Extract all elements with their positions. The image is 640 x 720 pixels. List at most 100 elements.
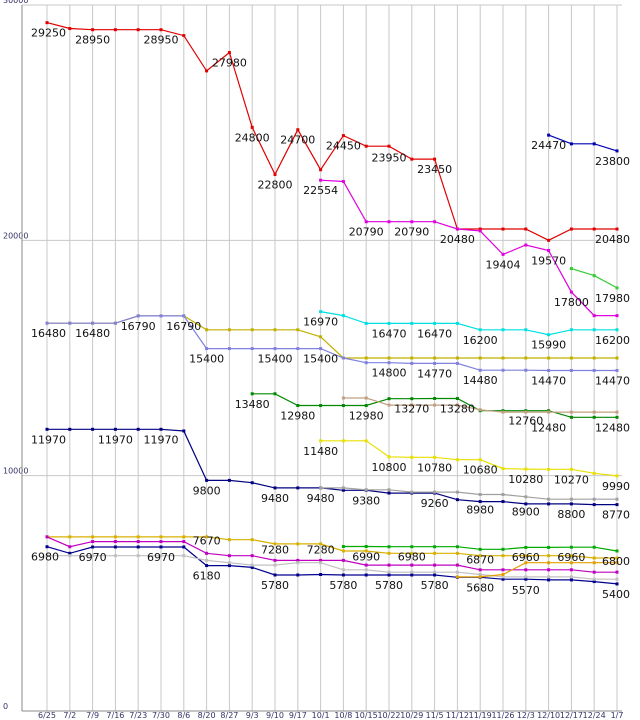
data-point [341,486,345,490]
data-point [364,568,368,572]
data-point [182,34,186,38]
data-point [319,561,323,565]
x-tick-label: 12/17 [560,711,583,720]
data-point [136,545,140,549]
data-point [433,563,437,567]
data-point [455,403,459,407]
data-label: 12480 [595,421,630,434]
data-point [68,27,72,31]
data-point [182,535,186,539]
data-label: 9480 [307,492,335,505]
series-17 [455,561,619,579]
data-point [410,551,414,555]
x-tick-label: 8/6 [177,711,190,720]
data-point [478,568,482,572]
data-label: 6960 [557,551,585,564]
data-label: 16970 [303,316,338,329]
data-point [524,575,528,579]
data-point [433,321,437,325]
data-point [182,545,186,549]
data-point [569,561,573,565]
data-point [273,172,277,176]
data-point [524,328,528,332]
data-point [296,542,300,546]
data-point [364,321,368,325]
data-point [569,502,573,506]
x-tick-label: 12/3 [517,711,535,720]
data-point [205,551,209,555]
data-label: 6970 [79,551,107,564]
data-label: 5570 [512,584,540,597]
data-point [410,361,414,365]
data-point [524,410,528,414]
data-label: 5780 [375,579,403,592]
data-point [68,535,72,539]
x-tick-label: 10/15 [355,711,378,720]
data-point [205,535,209,539]
data-label: 24470 [531,139,566,152]
data-point [341,439,345,443]
data-label: 11480 [303,445,338,458]
data-point [524,356,528,360]
data-label: 11970 [98,433,133,446]
data-label: 6980 [398,551,426,564]
data-point [319,439,323,443]
data-point [433,490,437,494]
data-point [501,252,505,256]
data-point [182,314,186,318]
data-point [455,356,459,360]
data-point [91,28,95,32]
data-point [592,314,596,318]
data-point [547,410,551,414]
data-point [364,545,368,549]
data-point [615,314,619,318]
data-point [433,396,437,400]
data-label: 24800 [235,131,270,144]
data-point [455,361,459,365]
data-point [592,227,596,231]
chart-data-labels: 29250 28950 28950 27980 24800 22800 24700 24450… [31,27,630,601]
data-point [478,356,482,360]
data-point [341,568,345,572]
x-tick-label: 7/23 [129,711,147,720]
data-point [569,368,573,372]
x-tick-label: 8/20 [198,711,216,720]
data-label: 12760 [508,415,543,428]
data-point [615,577,619,581]
data-point [615,503,619,507]
data-point [296,347,300,351]
data-point [547,561,551,565]
data-point [547,502,551,506]
data-point [91,321,95,325]
data-point [569,554,573,558]
data-point [273,328,277,332]
data-label: 9380 [352,494,380,507]
data-point [615,227,619,231]
data-point [387,403,391,407]
series-13 [45,535,619,574]
data-point [45,535,49,539]
y-tick-label: 10000 [3,467,28,476]
data-point [547,133,551,137]
data-point [569,267,573,271]
data-point [205,347,209,351]
data-point [501,575,505,579]
data-point [387,361,391,365]
data-point [524,577,528,581]
data-point [227,478,231,482]
data-point [615,356,619,360]
data-label: 5400 [602,588,630,601]
data-point [569,142,573,146]
data-label: 14470 [531,374,566,387]
data-point [319,347,323,351]
data-point [227,51,231,55]
data-point [478,573,482,577]
data-point [615,570,619,574]
x-tick-label: 8/27 [220,711,238,720]
y-tick-label: 0 [3,702,8,711]
data-point [547,575,551,579]
x-tick-label: 10/22 [377,711,400,720]
data-point [569,497,573,501]
data-point [410,545,414,549]
data-point [433,573,437,577]
